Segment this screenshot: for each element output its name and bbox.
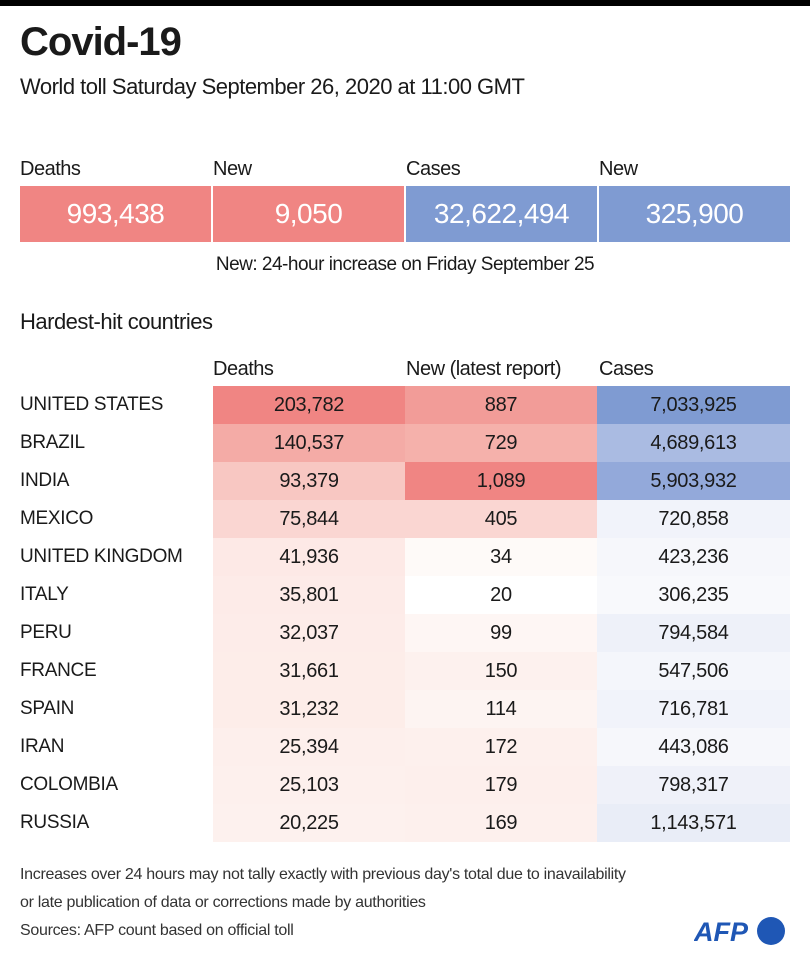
cell-cases: 720,858 (597, 500, 790, 538)
country-name: INDIA (20, 470, 70, 491)
cell-deaths: 25,103 (213, 766, 405, 804)
cell-deaths: 140,537 (213, 424, 405, 462)
cell-deaths: 75,844 (213, 500, 405, 538)
cell-cases: 306,235 (597, 576, 790, 614)
table-row: UNITED KINGDOM 41,936 34 423,236 (20, 538, 790, 576)
country-name: UNITED STATES (20, 394, 164, 415)
summary-value-new-cases: 325,900 (599, 186, 790, 242)
table-row: PERU 32,037 99 794,584 (20, 614, 790, 652)
top-bar (0, 0, 810, 6)
cell-new: 887 (405, 386, 597, 424)
country-name: BRAZIL (20, 432, 85, 453)
cell-new: 99 (405, 614, 597, 652)
afp-logo: AFP (694, 917, 785, 947)
country-name: UNITED KINGDOM (20, 546, 183, 567)
cell-cases: 547,506 (597, 652, 790, 690)
summary-label-cases: Cases (406, 158, 461, 180)
afp-logo-text: AFP (694, 917, 749, 947)
country-name: COLOMBIA (20, 774, 118, 795)
summary-value-cases: 32,622,494 (406, 186, 597, 242)
table-row: IRAN 25,394 172 443,086 (20, 728, 790, 766)
section-title: Hardest-hit countries (20, 309, 213, 334)
countries-table: UNITED STATES 203,782 887 7,033,925 BRAZIL 14… (20, 386, 790, 842)
cell-cases: 4,689,613 (597, 424, 790, 462)
summary-value-deaths: 993,438 (20, 186, 211, 242)
cell-cases: 443,086 (597, 728, 790, 766)
cell-new: 34 (405, 538, 597, 576)
cell-deaths: 31,661 (213, 652, 405, 690)
table-row: BRAZIL 140,537 729 4,689,613 (20, 424, 790, 462)
column-header-cases: Cases (599, 358, 654, 380)
cell-new: 1,089 (405, 462, 597, 500)
country-name: SPAIN (20, 698, 75, 719)
table-row: UNITED STATES 203,782 887 7,033,925 (20, 386, 790, 424)
cell-new: 114 (405, 690, 597, 728)
summary-label-deaths: Deaths (20, 158, 81, 180)
page-subtitle: World toll Saturday September 26, 2020 a… (20, 74, 525, 99)
cell-new: 179 (405, 766, 597, 804)
cell-deaths: 20,225 (213, 804, 405, 842)
table-row: MEXICO 75,844 405 720,858 (20, 500, 790, 538)
cell-new: 172 (405, 728, 597, 766)
table-row: FRANCE 31,661 150 547,506 (20, 652, 790, 690)
table-row: ITALY 35,801 20 306,235 (20, 576, 790, 614)
table-row: INDIA 93,379 1,089 5,903,932 (20, 462, 790, 500)
cell-deaths: 93,379 (213, 462, 405, 500)
cell-cases: 1,143,571 (597, 804, 790, 842)
page-title: Covid-19 (20, 20, 182, 64)
table-row: SPAIN 31,232 114 716,781 (20, 690, 790, 728)
summary-note: New: 24-hour increase on Friday Septembe… (215, 254, 595, 275)
cell-cases: 794,584 (597, 614, 790, 652)
cell-deaths: 31,232 (213, 690, 405, 728)
sources: Sources: AFP count based on official tol… (20, 922, 294, 939)
cell-new: 405 (405, 500, 597, 538)
cell-new: 20 (405, 576, 597, 614)
cell-deaths: 32,037 (213, 614, 405, 652)
column-header-new: New (latest report) (406, 358, 562, 380)
summary-label-new-cases: New (599, 158, 638, 180)
country-name: RUSSIA (20, 812, 89, 833)
cell-deaths: 25,394 (213, 728, 405, 766)
cell-cases: 7,033,925 (597, 386, 790, 424)
table-row: COLOMBIA 25,103 179 798,317 (20, 766, 790, 804)
country-name: FRANCE (20, 660, 97, 681)
cell-deaths: 41,936 (213, 538, 405, 576)
cell-new: 169 (405, 804, 597, 842)
summary-value-new-deaths: 9,050 (213, 186, 404, 242)
cell-cases: 798,317 (597, 766, 790, 804)
country-name: IRAN (20, 736, 65, 757)
cell-cases: 716,781 (597, 690, 790, 728)
cell-deaths: 35,801 (213, 576, 405, 614)
cell-new: 150 (405, 652, 597, 690)
cell-deaths: 203,782 (213, 386, 405, 424)
footnote-line-1: Increases over 24 hours may not tally ex… (20, 866, 626, 883)
cell-cases: 423,236 (597, 538, 790, 576)
table-row: RUSSIA 20,225 169 1,143,571 (20, 804, 790, 842)
country-name: PERU (20, 622, 72, 643)
column-header-deaths: Deaths (213, 358, 274, 380)
footnote-line-2: or late publication of data or correctio… (20, 894, 426, 911)
afp-logo-circle (757, 917, 785, 945)
cell-cases: 5,903,932 (597, 462, 790, 500)
cell-new: 729 (405, 424, 597, 462)
summary-label-new-deaths: New (213, 158, 252, 180)
country-name: MEXICO (20, 508, 94, 529)
country-name: ITALY (20, 584, 69, 605)
